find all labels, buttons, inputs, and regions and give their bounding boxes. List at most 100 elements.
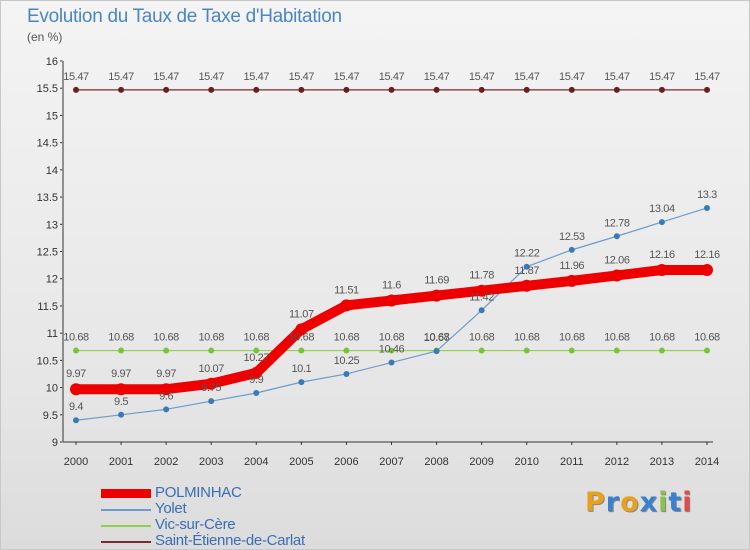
data-point-yolet	[118, 411, 125, 418]
data-label-yolet: 10.67	[424, 332, 450, 344]
data-point-saint	[568, 86, 575, 93]
data-point-yolet	[298, 379, 305, 386]
data-label-vic: 10.68	[469, 332, 495, 344]
x-tick-label: 2005	[289, 456, 313, 468]
chart-title: Evolution du Taux de Taxe d'Habitation	[27, 6, 342, 27]
data-point-yolet	[523, 263, 530, 270]
data-point-polminhac	[250, 366, 263, 379]
data-label-vic: 10.68	[334, 332, 360, 344]
data-label-vic: 10.68	[424, 332, 450, 344]
data-label-vic: 10.68	[108, 332, 134, 344]
data-point-yolet	[73, 417, 79, 424]
data-label-polminhac: 10.07	[198, 363, 224, 375]
data-point-yolet	[568, 246, 575, 253]
y-tick-label: 10.5	[37, 355, 58, 367]
data-point-saint	[478, 86, 485, 93]
data-label-yolet: 11.42	[469, 291, 494, 303]
data-label-polminhac: 9.97	[66, 368, 86, 380]
data-label-vic: 10.68	[514, 332, 540, 344]
chart-unit-label: (en %)	[27, 30, 63, 44]
legend-label-vic: Vic-sur-Cère	[155, 516, 236, 533]
data-point-saint	[253, 86, 260, 93]
x-tick-label: 2009	[469, 456, 493, 468]
data-label-vic: 10.68	[198, 332, 224, 344]
series-data-labels: 15.47 15.47 15.47 15.47 15.47 15.47 15.47 15.47…	[63, 71, 720, 413]
data-label-vic: 10.68	[649, 332, 675, 344]
legend-label-yolet: Yolet	[155, 500, 187, 517]
y-tick-label: 16	[46, 56, 58, 68]
data-label-polminhac: 10.27	[244, 352, 270, 364]
chart-axes: 9 9.5 10 10.5 11 11.5 12 12.5 13 13.5 14 14.5 15 15.5…	[37, 56, 720, 468]
data-point-polminhac	[610, 269, 623, 282]
data-point-yolet	[658, 219, 665, 226]
data-label-saint: 15.47	[379, 71, 405, 83]
data-label-polminhac: 12.16	[694, 249, 720, 261]
data-label-polminhac: 11.6	[382, 279, 401, 291]
data-label-yolet: 9.9	[249, 374, 263, 386]
data-point-polminhac	[205, 377, 218, 390]
data-label-vic: 10.68	[694, 332, 720, 344]
y-tick-label: 14.5	[37, 138, 58, 150]
data-label-vic: 10.68	[559, 332, 585, 344]
data-label-saint: 15.47	[289, 71, 315, 83]
data-point-saint	[208, 86, 215, 93]
data-label-saint: 15.47	[63, 71, 89, 83]
proxiti-logo: Proxiti	[585, 487, 693, 518]
x-tick-label: 2006	[334, 456, 358, 468]
data-label-saint: 15.47	[244, 71, 270, 83]
data-point-yolet	[433, 348, 440, 355]
legend-swatch-vic	[101, 525, 151, 527]
data-point-polminhac	[475, 284, 488, 297]
y-tick-label: 11	[47, 328, 58, 340]
legend-swatch-saint	[101, 541, 151, 543]
data-point-saint	[523, 86, 530, 93]
data-point-polminhac	[655, 264, 668, 277]
x-tick-label: 2012	[605, 456, 629, 468]
y-tick-label: 9.5	[43, 410, 58, 422]
data-label-saint: 15.47	[153, 71, 179, 83]
data-label-saint: 15.47	[469, 71, 495, 83]
data-point-saint	[658, 86, 665, 93]
data-label-vic: 10.68	[244, 332, 270, 344]
logo-letter: r	[605, 487, 621, 518]
data-point-saint	[388, 86, 395, 93]
y-tick-label: 10	[46, 383, 58, 395]
data-label-yolet: 9.75	[201, 382, 221, 394]
y-tick-label: 13	[46, 219, 58, 231]
data-point-polminhac	[160, 383, 173, 396]
data-label-vic: 10.68	[153, 332, 179, 344]
series-points	[70, 86, 713, 424]
data-point-vic	[73, 347, 79, 354]
data-point-polminhac	[565, 274, 578, 287]
data-label-polminhac: 11.96	[559, 260, 584, 272]
logo-letter: t	[668, 487, 683, 518]
y-tick-label: 15.5	[37, 83, 58, 95]
data-label-saint: 15.47	[198, 71, 224, 83]
data-label-yolet: 9.5	[114, 396, 128, 408]
legend-swatch-polminhac	[101, 489, 151, 498]
data-point-yolet	[478, 307, 485, 314]
data-point-yolet	[208, 398, 215, 405]
data-point-vic	[704, 347, 710, 354]
y-tick-label: 12.5	[37, 247, 58, 259]
data-label-polminhac: 12.16	[649, 249, 675, 261]
data-point-vic	[343, 347, 350, 354]
x-tick-label: 2007	[379, 456, 403, 468]
x-tick-label: 2001	[109, 456, 133, 468]
data-point-vic	[208, 347, 215, 354]
data-label-saint: 15.47	[424, 71, 450, 83]
data-label-saint: 15.47	[559, 71, 585, 83]
data-point-saint	[613, 86, 620, 93]
data-label-yolet: 12.22	[514, 248, 540, 260]
data-label-yolet: 9.6	[159, 390, 173, 402]
data-label-saint: 15.47	[108, 71, 134, 83]
x-tick-label: 2003	[199, 456, 223, 468]
data-label-polminhac: 11.07	[289, 308, 314, 320]
x-tick-label: 2010	[514, 456, 538, 468]
data-label-vic: 10.68	[289, 332, 315, 344]
x-tick-label: 2002	[154, 456, 178, 468]
data-point-saint	[163, 86, 170, 93]
data-point-vic	[118, 347, 125, 354]
data-point-polminhac	[295, 323, 308, 336]
